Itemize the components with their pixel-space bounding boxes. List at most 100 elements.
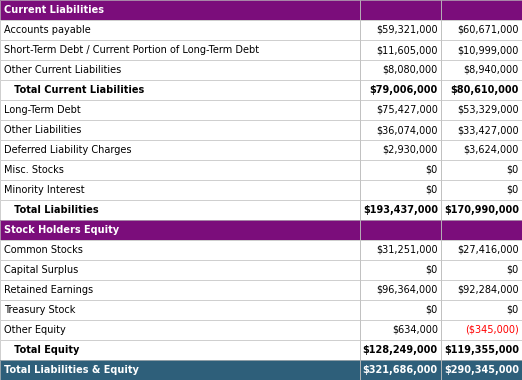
Bar (441, 360, 522, 380)
Bar (0, 20, 360, 40)
Text: $0: $0 (425, 265, 438, 275)
Text: $321,686,000: $321,686,000 (363, 365, 438, 375)
Bar (360, 20, 441, 40)
Bar (360, 200, 441, 220)
Text: Total Current Liabilities: Total Current Liabilities (4, 85, 144, 95)
Bar (441, 160, 522, 180)
Text: $79,006,000: $79,006,000 (370, 85, 438, 95)
Text: Capital Surplus: Capital Surplus (4, 265, 78, 275)
Text: $2,930,000: $2,930,000 (383, 145, 438, 155)
Bar (360, 100, 441, 120)
Text: Other Equity: Other Equity (4, 325, 65, 335)
Bar (0, 120, 360, 140)
Bar (360, 120, 441, 140)
Bar (0, 280, 360, 300)
Bar (0, 220, 360, 240)
Text: $0: $0 (506, 185, 519, 195)
Text: $0: $0 (425, 165, 438, 175)
Bar (441, 120, 522, 140)
Bar (0, 60, 360, 80)
Bar (360, 140, 441, 160)
Bar (0, 240, 360, 260)
Text: $290,345,000: $290,345,000 (444, 365, 519, 375)
Text: Total Equity: Total Equity (4, 345, 79, 355)
Bar (360, 200, 441, 220)
Bar (0, 320, 360, 340)
Bar (441, 360, 522, 380)
Text: $170,990,000: $170,990,000 (444, 205, 519, 215)
Bar (441, 220, 522, 240)
Text: $80,610,000: $80,610,000 (450, 85, 519, 95)
Bar (0, 320, 360, 340)
Bar (0, 180, 360, 200)
Bar (360, 340, 441, 360)
Text: Long-Term Debt: Long-Term Debt (4, 105, 80, 115)
Bar (0, 20, 360, 40)
Bar (441, 40, 522, 60)
Bar (360, 160, 441, 180)
Bar (360, 280, 441, 300)
Bar (360, 360, 441, 380)
Bar (0, 340, 360, 360)
Bar (0, 100, 360, 120)
Text: $53,329,000: $53,329,000 (457, 105, 519, 115)
Bar (0, 300, 360, 320)
Bar (441, 340, 522, 360)
Text: ($345,000): ($345,000) (465, 325, 519, 335)
Bar (441, 300, 522, 320)
Text: $128,249,000: $128,249,000 (363, 345, 438, 355)
Text: $92,284,000: $92,284,000 (457, 285, 519, 295)
Text: $10,999,000: $10,999,000 (457, 45, 519, 55)
Bar (0, 40, 360, 60)
Bar (441, 100, 522, 120)
Bar (360, 60, 441, 80)
Bar (441, 140, 522, 160)
Text: Total Liabilities & Equity: Total Liabilities & Equity (4, 365, 138, 375)
Text: $119,355,000: $119,355,000 (444, 345, 519, 355)
Bar (360, 280, 441, 300)
Text: Accounts payable: Accounts payable (4, 25, 90, 35)
Bar (0, 180, 360, 200)
Bar (441, 300, 522, 320)
Bar (360, 260, 441, 280)
Bar (441, 180, 522, 200)
Bar (441, 320, 522, 340)
Bar (0, 0, 360, 20)
Bar (441, 140, 522, 160)
Text: $33,427,000: $33,427,000 (457, 125, 519, 135)
Text: Current Liabilities: Current Liabilities (4, 5, 104, 15)
Bar (441, 100, 522, 120)
Text: $0: $0 (425, 305, 438, 315)
Bar (441, 60, 522, 80)
Text: Common Stocks: Common Stocks (4, 245, 82, 255)
Bar (441, 240, 522, 260)
Bar (360, 320, 441, 340)
Bar (441, 120, 522, 140)
Bar (441, 260, 522, 280)
Bar (360, 220, 441, 240)
Text: $8,080,000: $8,080,000 (383, 65, 438, 75)
Bar (441, 220, 522, 240)
Text: Other Liabilities: Other Liabilities (4, 125, 81, 135)
Text: $36,074,000: $36,074,000 (376, 125, 438, 135)
Bar (360, 260, 441, 280)
Text: Short-Term Debt / Current Portion of Long-Term Debt: Short-Term Debt / Current Portion of Lon… (4, 45, 259, 55)
Bar (360, 100, 441, 120)
Bar (441, 40, 522, 60)
Bar (360, 0, 441, 20)
Bar (0, 100, 360, 120)
Bar (441, 20, 522, 40)
Bar (360, 20, 441, 40)
Bar (441, 80, 522, 100)
Bar (0, 80, 360, 100)
Bar (360, 0, 441, 20)
Text: $27,416,000: $27,416,000 (457, 245, 519, 255)
Bar (360, 40, 441, 60)
Bar (0, 360, 360, 380)
Text: $60,671,000: $60,671,000 (457, 25, 519, 35)
Bar (360, 80, 441, 100)
Bar (360, 60, 441, 80)
Text: $96,364,000: $96,364,000 (376, 285, 438, 295)
Bar (441, 80, 522, 100)
Bar (360, 160, 441, 180)
